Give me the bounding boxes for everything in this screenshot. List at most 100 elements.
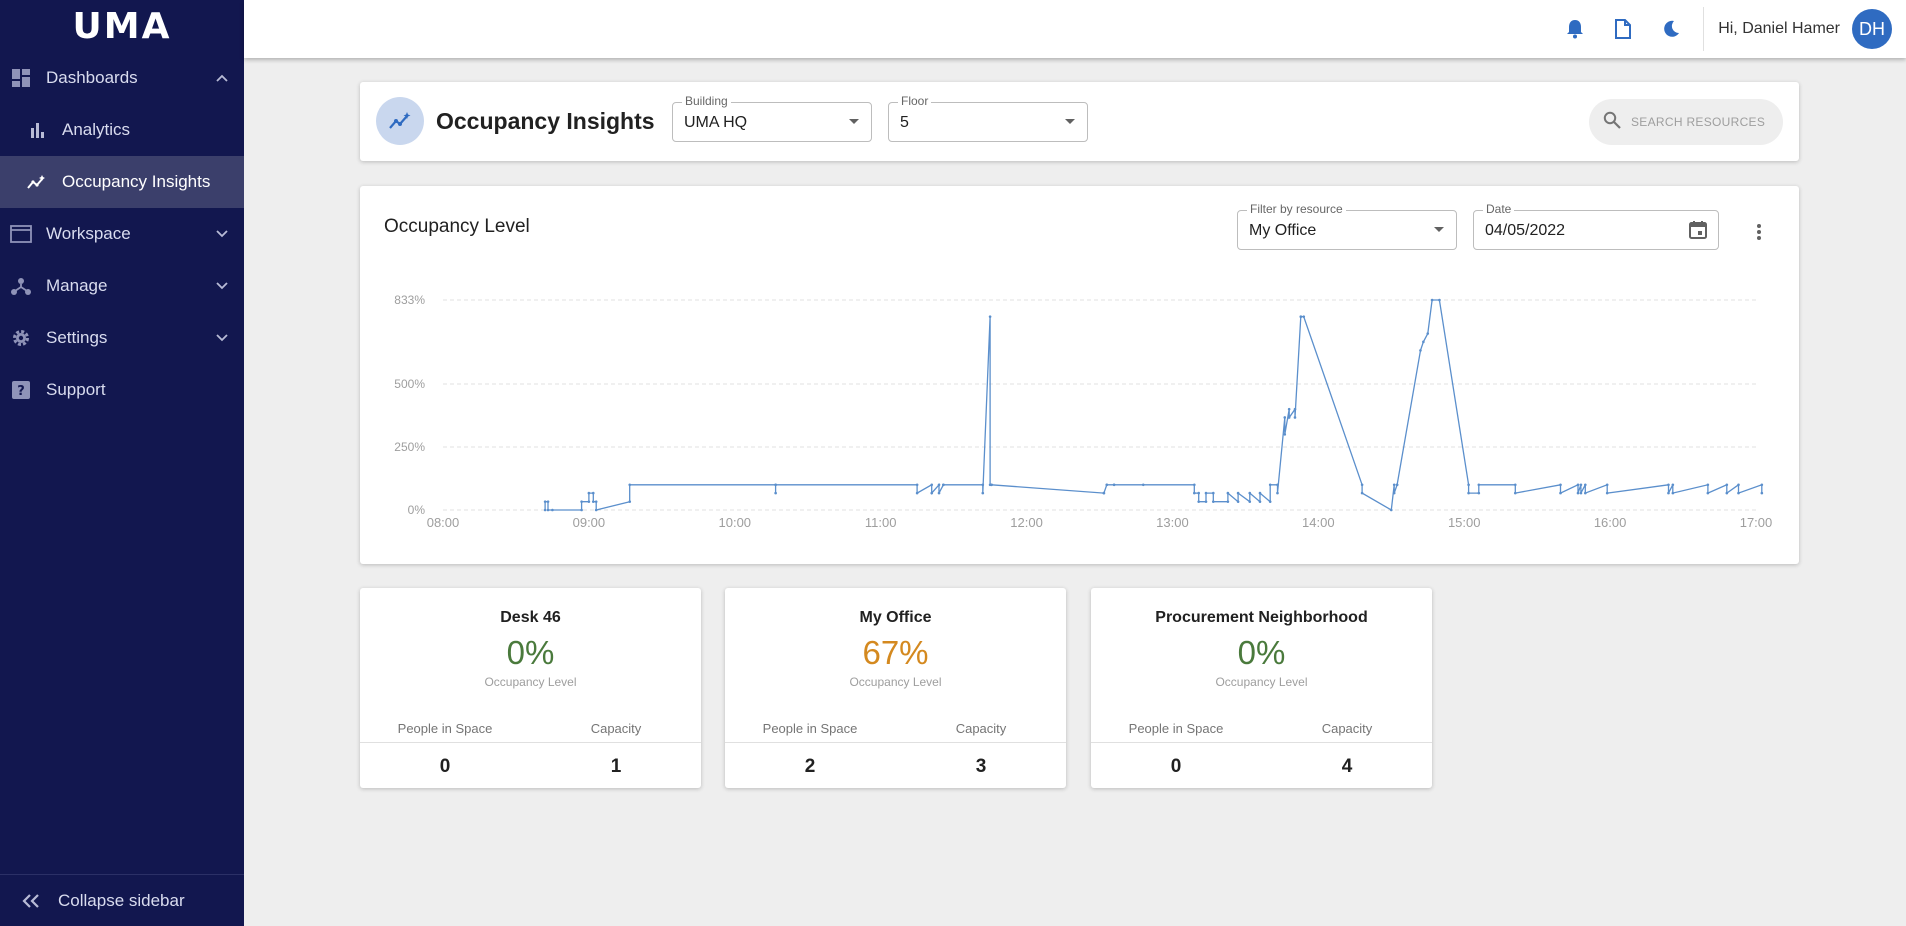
logo[interactable]: UMA <box>0 0 244 52</box>
collapse-sidebar-button[interactable]: Collapse sidebar <box>0 874 244 926</box>
data-point <box>1667 491 1670 495</box>
x-tick-label: 12:00 <box>1010 515 1043 530</box>
data-point <box>546 500 550 503</box>
data-point <box>1760 491 1764 495</box>
stat-card[interactable]: My Office 67% Occupancy Level People in … <box>725 588 1066 788</box>
gear-icon <box>10 327 32 349</box>
data-point <box>942 483 945 487</box>
stat-name: Desk 46 <box>500 609 561 626</box>
data-point <box>1725 491 1729 495</box>
sidebar-item-label: Support <box>46 380 106 399</box>
occupancy-line-chart: 0% 250% 500% 833% 08:00 09:00 10:00 11:00 12:00 1… <box>394 293 1772 530</box>
data-point <box>580 500 583 503</box>
data-point <box>1671 483 1675 487</box>
people-value: 0 <box>1170 756 1182 777</box>
building-select[interactable]: Building UMA HQ <box>672 94 872 142</box>
data-point <box>1258 491 1262 495</box>
data-point <box>915 491 919 495</box>
data-point <box>543 508 547 512</box>
data-point <box>1211 500 1215 503</box>
x-tick-label: 13:00 <box>1156 515 1189 530</box>
stat-card[interactable]: Procurement Neighborhood 0% Occupancy Le… <box>1091 588 1432 788</box>
capacity-label: Capacity <box>590 721 642 736</box>
insights-icon <box>26 171 48 193</box>
sidebar-item-label: Settings <box>46 328 108 347</box>
window-icon <box>10 223 32 245</box>
data-point <box>1559 483 1562 487</box>
x-tick-label: 09:00 <box>573 515 606 530</box>
data-point <box>1299 315 1303 318</box>
floor-select[interactable]: Floor 5 <box>888 94 1088 142</box>
x-tick-label: 15:00 <box>1448 515 1481 530</box>
date-field-value: 04/05/2022 <box>1485 222 1566 239</box>
data-point <box>1513 491 1517 495</box>
calendar-icon[interactable] <box>1688 220 1708 245</box>
data-point <box>1112 483 1116 487</box>
date-field[interactable]: Date 04/05/2022 <box>1473 202 1719 250</box>
capacity-value: 4 <box>1341 756 1353 777</box>
capacity-value: 1 <box>610 756 622 777</box>
data-point <box>1395 483 1399 487</box>
data-point <box>1392 483 1396 487</box>
document-icon[interactable] <box>1610 16 1636 42</box>
data-point <box>1389 508 1393 512</box>
y-tick-label: 0% <box>408 503 426 517</box>
sidebar: UMA Dashboards Analytics Occupancy Insig… <box>0 0 244 926</box>
data-point <box>1430 298 1434 302</box>
data-point <box>1193 491 1196 495</box>
y-tick-label: 833% <box>394 293 425 307</box>
data-point <box>937 483 941 487</box>
divider <box>360 742 701 743</box>
series-line <box>544 299 1763 512</box>
data-point <box>774 491 777 495</box>
data-point <box>546 508 550 512</box>
stat-subtitle: Occupancy Level <box>1215 675 1308 689</box>
sidebar-item-occupancy-insights[interactable]: Occupancy Insights <box>0 156 244 208</box>
sidebar-item-manage[interactable]: Manage <box>0 260 244 312</box>
data-point <box>774 483 777 487</box>
stat-subtitle: Occupancy Level <box>849 675 942 689</box>
data-point <box>1671 491 1675 495</box>
data-point <box>1426 332 1430 335</box>
chevron-up-icon <box>214 70 230 86</box>
chart-title: Occupancy Level <box>384 216 530 237</box>
data-point <box>915 483 919 487</box>
sidebar-item-support[interactable]: ? Support <box>0 364 244 416</box>
more-vert-icon[interactable] <box>1749 222 1769 242</box>
svg-text:?: ? <box>17 384 25 399</box>
data-point <box>1605 491 1609 495</box>
data-point <box>1283 433 1287 436</box>
sidebar-item-workspace[interactable]: Workspace <box>0 208 244 260</box>
building-select-value: UMA HQ <box>684 114 748 131</box>
bell-icon[interactable] <box>1562 16 1588 42</box>
moon-icon[interactable] <box>1658 16 1684 42</box>
people-label: People in Space <box>762 721 858 736</box>
chevron-down-icon <box>214 278 230 294</box>
sidebar-item-settings[interactable]: Settings <box>0 312 244 364</box>
divider <box>1703 7 1705 51</box>
data-point <box>1287 407 1291 411</box>
data-point <box>1477 483 1481 487</box>
data-point <box>594 500 598 503</box>
data-point <box>543 500 547 503</box>
data-point <box>1579 491 1583 495</box>
data-point <box>591 491 595 495</box>
sidebar-item-dashboards[interactable]: Dashboards <box>0 52 244 104</box>
sidebar-item-analytics[interactable]: Analytics <box>0 104 244 156</box>
page-header-card: Occupancy Insights Building UMA HQ Floor… <box>360 82 1799 161</box>
data-point <box>1605 483 1609 487</box>
resource-filter-select[interactable]: Filter by resource My Office <box>1237 202 1457 250</box>
data-point <box>1584 483 1587 487</box>
search-input[interactable]: SEARCH RESOURCES <box>1589 99 1783 145</box>
data-point <box>1268 500 1272 503</box>
stat-card[interactable]: Desk 46 0% Occupancy Level People in Spa… <box>360 588 701 788</box>
data-point <box>1422 340 1425 344</box>
page-title: Occupancy Insights <box>436 108 655 134</box>
caret-down-icon <box>1065 119 1075 124</box>
data-point <box>1477 491 1481 495</box>
date-field-label: Date <box>1483 202 1515 216</box>
data-point <box>1576 491 1580 495</box>
occupancy-chart-card: Occupancy Level Filter by resource My Of… <box>360 186 1799 564</box>
avatar[interactable]: DH <box>1852 9 1892 49</box>
data-point <box>1193 483 1196 487</box>
